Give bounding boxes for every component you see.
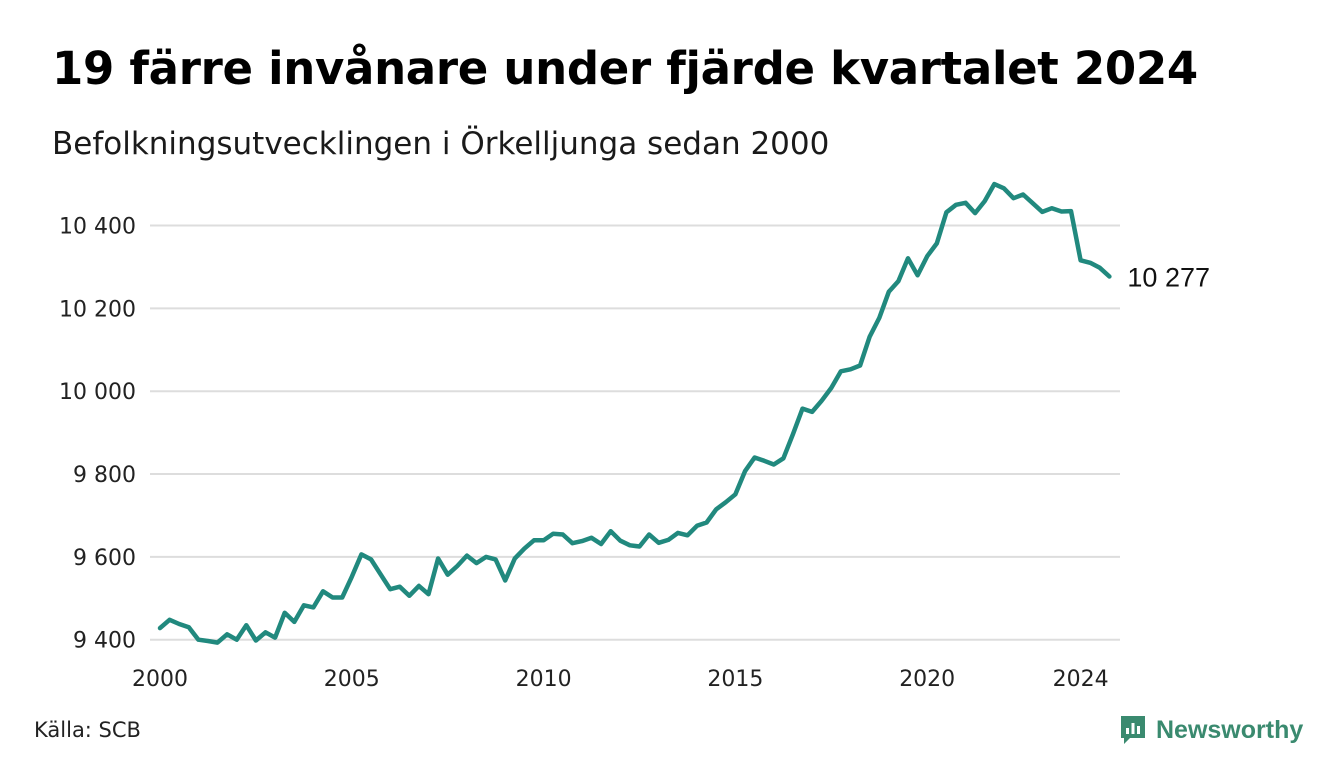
chart-title: 19 färre invånare under fjärde kvartalet… [52, 42, 1198, 95]
y-tick-label: 10 200 [59, 297, 136, 322]
series-line [157, 181, 1112, 645]
chart-subtitle: Befolkningsutvecklingen i Örkelljunga se… [52, 126, 830, 162]
x-tick-label: 2024 [1053, 667, 1109, 692]
y-tick-label: 10 000 [59, 380, 136, 405]
end-value-label: 10 277 [1127, 262, 1210, 292]
x-tick-label: 2015 [707, 667, 763, 692]
brand-name: Newsworthy [1156, 715, 1304, 744]
newsworthy-logo-icon [1121, 716, 1145, 744]
y-tick-label: 10 400 [59, 215, 136, 240]
brand-logo[interactable]: Newsworthy [1118, 713, 1303, 747]
x-tick-label: 2020 [899, 667, 955, 692]
line-chart: 9 400 9 600 9 800 10 000 10 200 10 400 2000 200… [59, 181, 1210, 692]
y-tick-label: 9 800 [73, 463, 136, 488]
x-tick-label: 2005 [324, 667, 380, 692]
source-note: Källa: SCB [34, 718, 141, 742]
x-tick-label: 2010 [516, 667, 572, 692]
y-tick-label: 9 600 [73, 546, 136, 571]
y-tick-label: 9 400 [73, 629, 136, 654]
x-tick-label: 2000 [132, 667, 188, 692]
